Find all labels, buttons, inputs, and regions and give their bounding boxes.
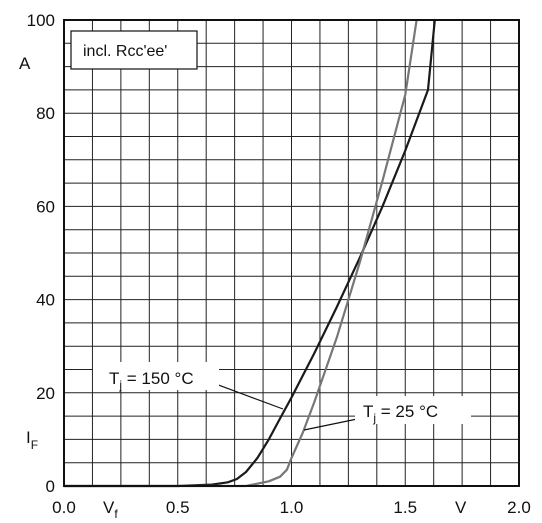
y-tick-label: 80 (36, 104, 55, 123)
x-tick-label: 0.0 (52, 498, 76, 517)
y-tick-label: 100 (27, 11, 55, 30)
x-axis-label: V (455, 498, 467, 517)
x-tick-label: 0.5 (166, 498, 190, 517)
annotation-150-background (93, 362, 219, 390)
x-axis-vf-label: Vf (103, 498, 118, 521)
x-tick-label: 1.5 (393, 498, 417, 517)
annotation-25-leader (303, 417, 363, 431)
plot-frame (63, 19, 520, 487)
y-tick-label: 0 (46, 477, 55, 496)
x-tick-labels: 0.0 0.5 1.0 1.5 2.0 (52, 498, 531, 517)
y-axis-label: IF (26, 428, 38, 452)
series-layer (62, 18, 436, 488)
annotation-150-label: Tj = 150 °C (109, 369, 194, 392)
note-box (70, 30, 198, 70)
x-tick-label: 1.0 (280, 498, 304, 517)
y-tick-label: 40 (36, 291, 55, 310)
annotation-25-background (355, 396, 471, 424)
y-tick-label: 60 (36, 197, 55, 216)
note-text: incl. Rcc'ee' (83, 43, 167, 60)
x-tick-label: 2.0 (507, 498, 531, 517)
series-line-tj-150 (62, 18, 436, 488)
y-axis-unit: A (19, 54, 31, 73)
y-tick-labels: 0 20 40 60 80 100 (27, 11, 55, 496)
y-tick-label: 20 (36, 384, 55, 403)
series-line-tj-25 (62, 18, 418, 488)
annotation-25-label: Tj = 25 °C (363, 402, 438, 425)
